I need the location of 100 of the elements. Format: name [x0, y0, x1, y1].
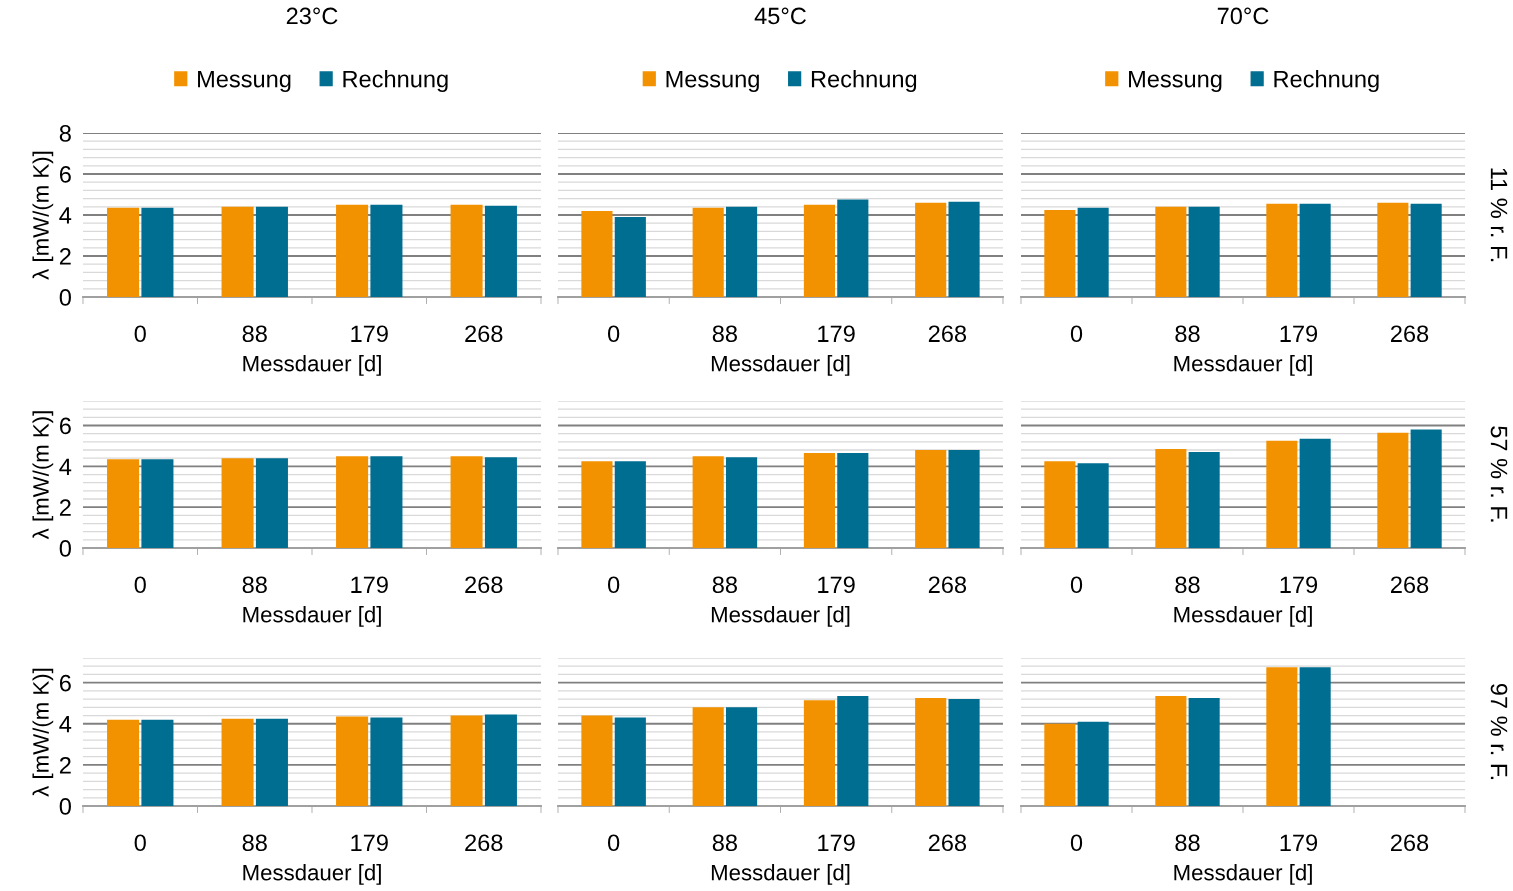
x-tick-label: 179	[818, 834, 855, 852]
x-tick-label: 88	[242, 576, 267, 594]
x-axis-title: Messdauer [d]	[1174, 864, 1312, 885]
chart-title: 23°C	[286, 7, 338, 25]
x-tick-label: 0	[607, 576, 620, 594]
x-tick-label: 0	[134, 576, 146, 594]
bar	[1077, 207, 1109, 297]
bar	[948, 450, 980, 548]
y-tick-label: 4	[59, 458, 72, 475]
bar	[915, 698, 947, 806]
y-tick-label: 6	[59, 166, 71, 183]
bar	[1299, 438, 1331, 548]
bar	[948, 201, 980, 297]
x-axis-title: Messdauer [d]	[243, 355, 381, 376]
bar	[1188, 452, 1220, 548]
x-tick-label: 268	[1390, 576, 1429, 594]
bar	[1377, 432, 1409, 548]
bar	[1188, 698, 1220, 806]
y-axis-title: λ [mW/(m K)]	[32, 411, 54, 540]
y-tick-label: 4	[59, 207, 72, 224]
text: 57 % r. F.	[1490, 426, 1508, 522]
x-axis-title: Messdauer [d]	[243, 864, 381, 885]
bar	[1299, 667, 1331, 806]
x-tick-label: 268	[465, 325, 503, 343]
bar	[1155, 206, 1187, 297]
bar	[1299, 203, 1331, 297]
x-tick-label: 0	[1070, 576, 1083, 594]
bar	[1410, 429, 1442, 548]
x-tick-label: 179	[351, 834, 388, 852]
x-tick-label: 179	[1280, 834, 1318, 852]
x-axis-title: Messdauer [d]	[1174, 606, 1312, 627]
bar	[948, 699, 980, 806]
bar	[1044, 723, 1076, 806]
legend-label: Rechnung	[343, 70, 448, 93]
x-tick-label: 0	[1070, 325, 1083, 343]
y-axis-title: λ [mW/(m K)]	[32, 668, 54, 797]
bar	[692, 707, 724, 806]
y-tick-label: 0	[59, 540, 71, 557]
x-tick-label: 179	[1280, 325, 1318, 343]
y-tick-label: 6	[59, 417, 71, 435]
x-tick-label: 268	[1390, 325, 1429, 343]
bar	[1044, 461, 1076, 548]
x-tick-label: 88	[1175, 834, 1200, 852]
bar	[725, 707, 758, 806]
x-axis-title: Messdauer [d]	[711, 355, 850, 376]
bar	[581, 461, 613, 548]
chart-title: 45°C	[754, 7, 806, 25]
legend-label: Messung	[1129, 70, 1222, 93]
bar	[614, 217, 646, 297]
bar	[1266, 667, 1298, 806]
legend-label: Messung	[666, 70, 759, 93]
bar	[1410, 203, 1442, 297]
x-tick-label: 268	[1390, 834, 1429, 852]
y-tick-label: 6	[59, 674, 71, 692]
y-tick-label: 2	[59, 248, 71, 265]
bar	[803, 204, 836, 297]
y-tick-label: 4	[59, 716, 72, 733]
legend-label: Messung	[198, 70, 291, 93]
bar	[1155, 696, 1187, 806]
bar	[1077, 463, 1109, 548]
bar	[725, 457, 758, 548]
x-axis-title: Messdauer [d]	[711, 864, 850, 885]
legend-label: Rechnung	[811, 70, 917, 93]
bar	[1188, 206, 1220, 297]
y-tick-label: 2	[59, 756, 71, 774]
y-tick-label: 0	[59, 289, 71, 306]
bar	[803, 453, 836, 548]
x-tick-label: 268	[465, 576, 503, 594]
bar	[915, 202, 947, 297]
x-tick-label: 268	[928, 325, 967, 343]
y-tick-label: 0	[59, 798, 71, 815]
x-tick-label: 179	[351, 325, 388, 343]
x-tick-label: 0	[607, 834, 620, 852]
bar	[1044, 209, 1076, 297]
x-tick-label: 88	[1175, 576, 1200, 594]
y-tick-label: 2	[59, 499, 71, 516]
bar	[1077, 721, 1109, 806]
bar	[1377, 202, 1409, 297]
x-tick-label: 268	[928, 834, 967, 852]
x-tick-label: 179	[351, 576, 388, 594]
text: 11 % r. F.	[1490, 168, 1508, 262]
x-tick-label: 88	[712, 325, 737, 343]
y-tick-label: 8	[59, 125, 71, 142]
x-tick-label: 0	[607, 325, 620, 343]
y-axis-title: λ [mW/(m K)]	[32, 151, 54, 280]
x-tick-label: 0	[1070, 834, 1083, 852]
text: 97 % r. F.	[1490, 683, 1508, 780]
bar	[614, 461, 646, 548]
x-tick-label: 88	[242, 834, 267, 852]
bar	[692, 207, 724, 297]
x-tick-label: 88	[712, 834, 737, 852]
x-axis-title: Messdauer [d]	[243, 606, 381, 627]
bar	[803, 700, 836, 806]
x-tick-label: 88	[1175, 325, 1200, 343]
x-tick-label: 88	[712, 576, 737, 594]
bar	[725, 206, 758, 297]
bar	[915, 450, 947, 548]
bar	[581, 210, 613, 297]
x-tick-label: 179	[818, 325, 855, 343]
bar	[1266, 440, 1298, 548]
